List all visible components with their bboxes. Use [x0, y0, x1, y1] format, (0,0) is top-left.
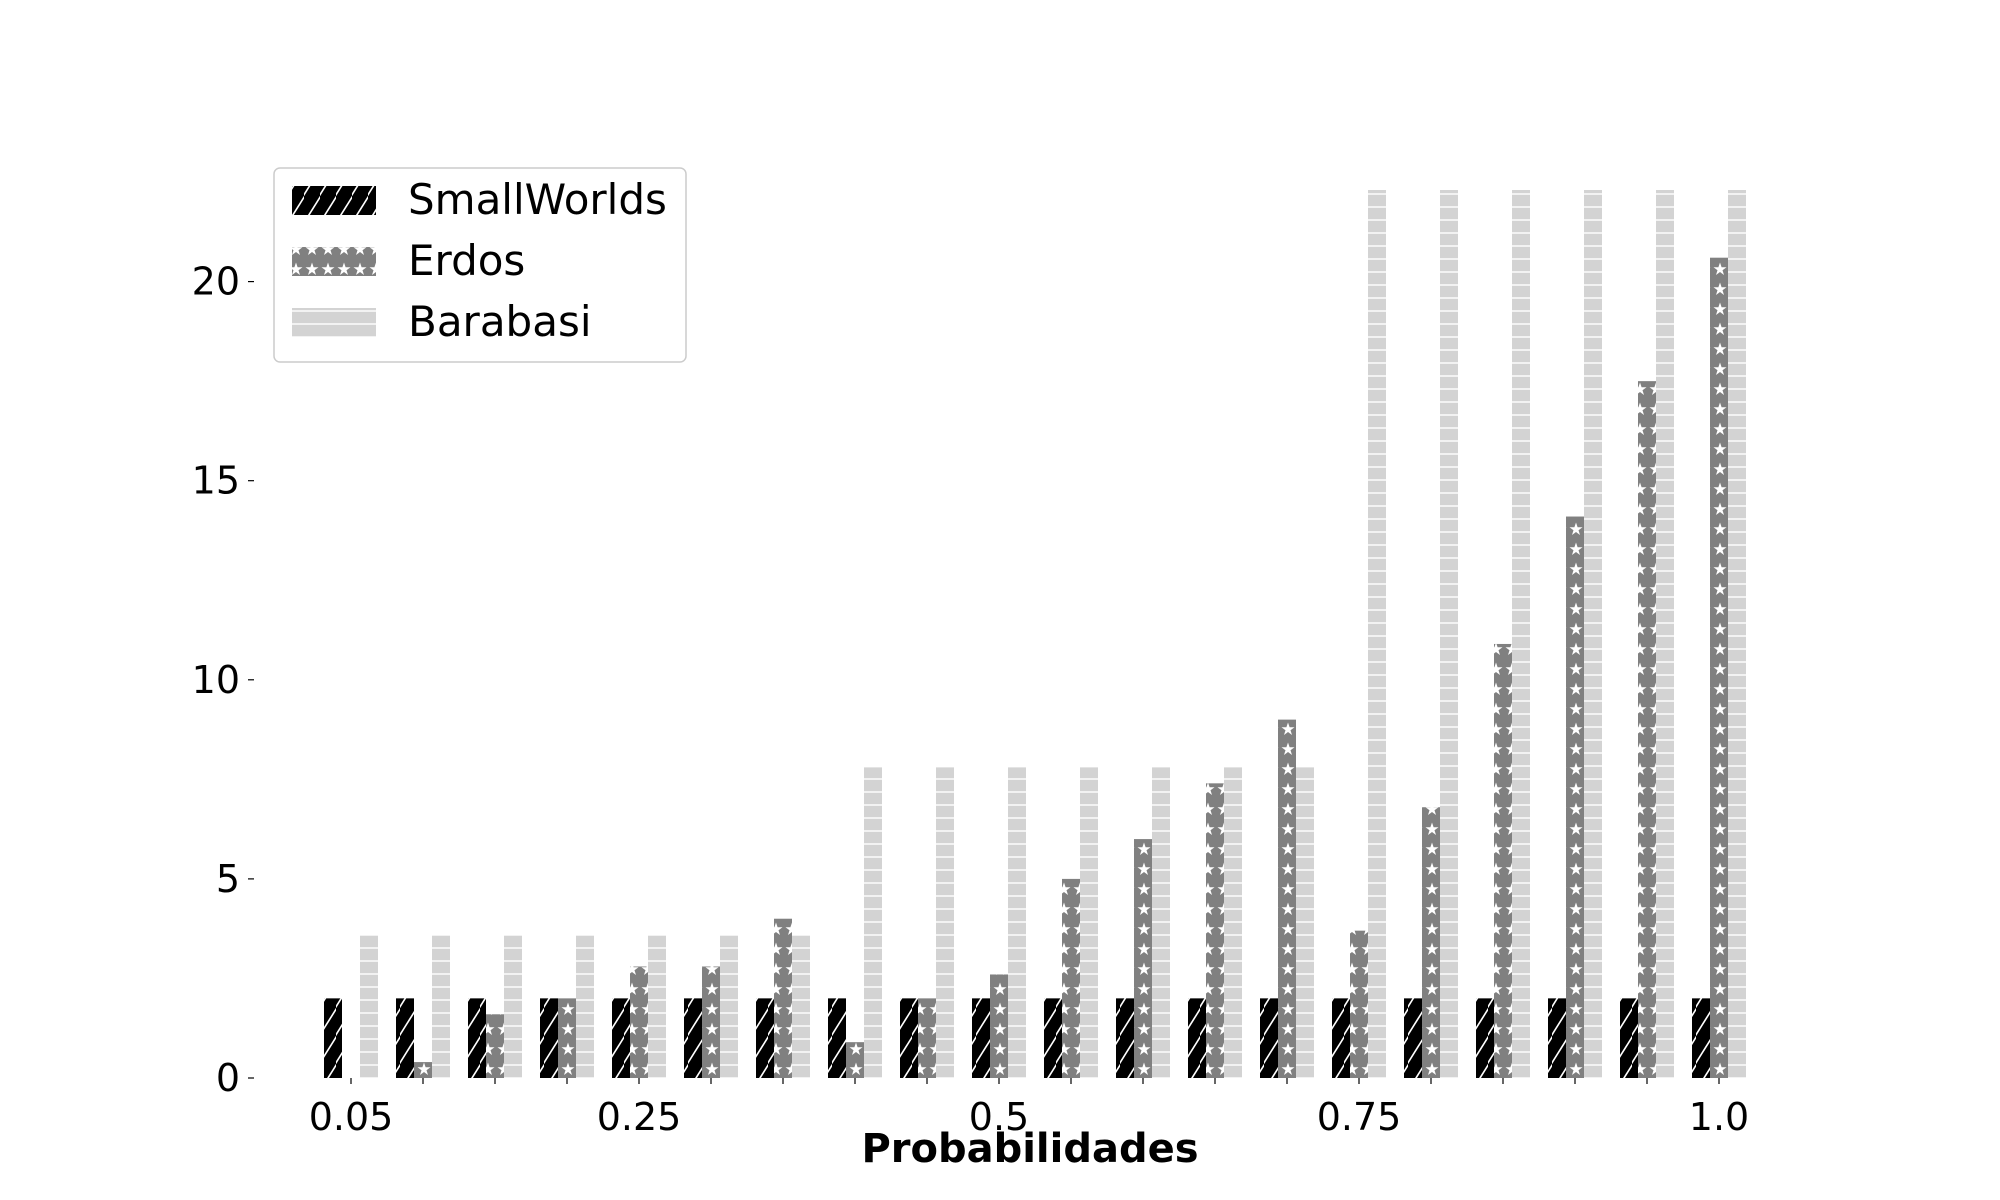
bar-barabasi [792, 934, 810, 1078]
bar-smallworlds [1692, 998, 1710, 1078]
bar-smallworlds [972, 998, 990, 1078]
bar-erdos [1278, 719, 1296, 1078]
bar-erdos [1134, 839, 1152, 1078]
bar-smallworlds [828, 998, 846, 1078]
bar-smallworlds [468, 998, 486, 1078]
bar-smallworlds [1476, 998, 1494, 1078]
bar-barabasi [720, 934, 738, 1078]
bar-smallworlds [396, 998, 414, 1078]
x-axis: 0.05 0.25 0.5 0.75 1.0 [309, 1078, 1749, 1139]
bar-erdos [1206, 783, 1224, 1078]
bar-barabasi [576, 934, 594, 1078]
bar-erdos [558, 998, 576, 1078]
bar-erdos [846, 1042, 864, 1078]
bar-smallworlds [684, 998, 702, 1078]
x-tick-label: 0.25 [597, 1095, 682, 1139]
bar-barabasi [1080, 767, 1098, 1078]
bar-smallworlds [540, 998, 558, 1078]
legend-label-smallworlds: SmallWorlds [408, 175, 667, 224]
legend-swatch-smallworlds [292, 186, 376, 215]
legend: SmallWorlds Erdos Barabasi [273, 167, 687, 363]
bar-smallworlds [612, 998, 630, 1078]
bar-smallworlds [324, 998, 342, 1078]
bar-barabasi [432, 934, 450, 1078]
legend-swatch-barabasi [292, 308, 376, 337]
bar-smallworlds [1620, 998, 1638, 1078]
bar-erdos [1638, 381, 1656, 1078]
bar-erdos [774, 918, 792, 1078]
bar-smallworlds [756, 998, 774, 1078]
x-tick-label: 1.0 [1689, 1095, 1749, 1139]
x-tick-label: 0.75 [1317, 1095, 1402, 1139]
bar-erdos [486, 1014, 504, 1078]
bar-smallworlds [1044, 998, 1062, 1078]
bar-smallworlds [1260, 998, 1278, 1078]
bar-erdos [1350, 930, 1368, 1078]
x-tick-label: 0.5 [969, 1095, 1029, 1139]
bars [324, 190, 1746, 1078]
bar-erdos [1566, 516, 1584, 1078]
legend-swatch-erdos [292, 247, 376, 276]
x-axis-label: Probabilidades [861, 1126, 1198, 1172]
bar-barabasi [504, 934, 522, 1078]
bar-barabasi [1008, 767, 1026, 1078]
bar-barabasi [360, 934, 378, 1078]
y-tick-label: 5 [216, 857, 240, 901]
y-tick-label: 10 [192, 658, 240, 702]
bar-barabasi [648, 934, 666, 1078]
bar-erdos [918, 998, 936, 1078]
bar-barabasi [1296, 767, 1314, 1078]
bar-erdos [1494, 643, 1512, 1078]
bar-erdos [630, 966, 648, 1078]
bar-barabasi [1512, 190, 1530, 1078]
bar-erdos [1062, 878, 1080, 1078]
y-tick-label: 20 [192, 260, 240, 304]
bar-smallworlds [1548, 998, 1566, 1078]
y-tick-label: 0 [216, 1056, 240, 1100]
bar-barabasi [1728, 190, 1746, 1078]
bar-erdos [990, 974, 1008, 1078]
bar-barabasi [1440, 190, 1458, 1078]
bar-barabasi [1656, 190, 1674, 1078]
bar-erdos [414, 1062, 432, 1078]
bar-barabasi [1584, 190, 1602, 1078]
bar-smallworlds [1332, 998, 1350, 1078]
bar-erdos [1710, 257, 1728, 1078]
bar-smallworlds [1404, 998, 1422, 1078]
y-tick-label: 15 [192, 459, 240, 503]
bar-smallworlds [1116, 998, 1134, 1078]
bar-smallworlds [1188, 998, 1206, 1078]
legend-label-erdos: Erdos [408, 236, 525, 285]
bar-barabasi [1224, 767, 1242, 1078]
legend-label-barabasi: Barabasi [408, 297, 592, 346]
bar-barabasi [936, 767, 954, 1078]
bar-barabasi [864, 767, 882, 1078]
bar-barabasi [1152, 767, 1170, 1078]
bar-erdos [702, 966, 720, 1078]
legend-frame [273, 167, 687, 363]
bar-smallworlds [900, 998, 918, 1078]
bar-erdos [1422, 807, 1440, 1078]
x-tick-label: 0.05 [309, 1095, 394, 1139]
y-axis: 0 5 10 15 20 [192, 260, 254, 1100]
bar-barabasi [1368, 190, 1386, 1078]
